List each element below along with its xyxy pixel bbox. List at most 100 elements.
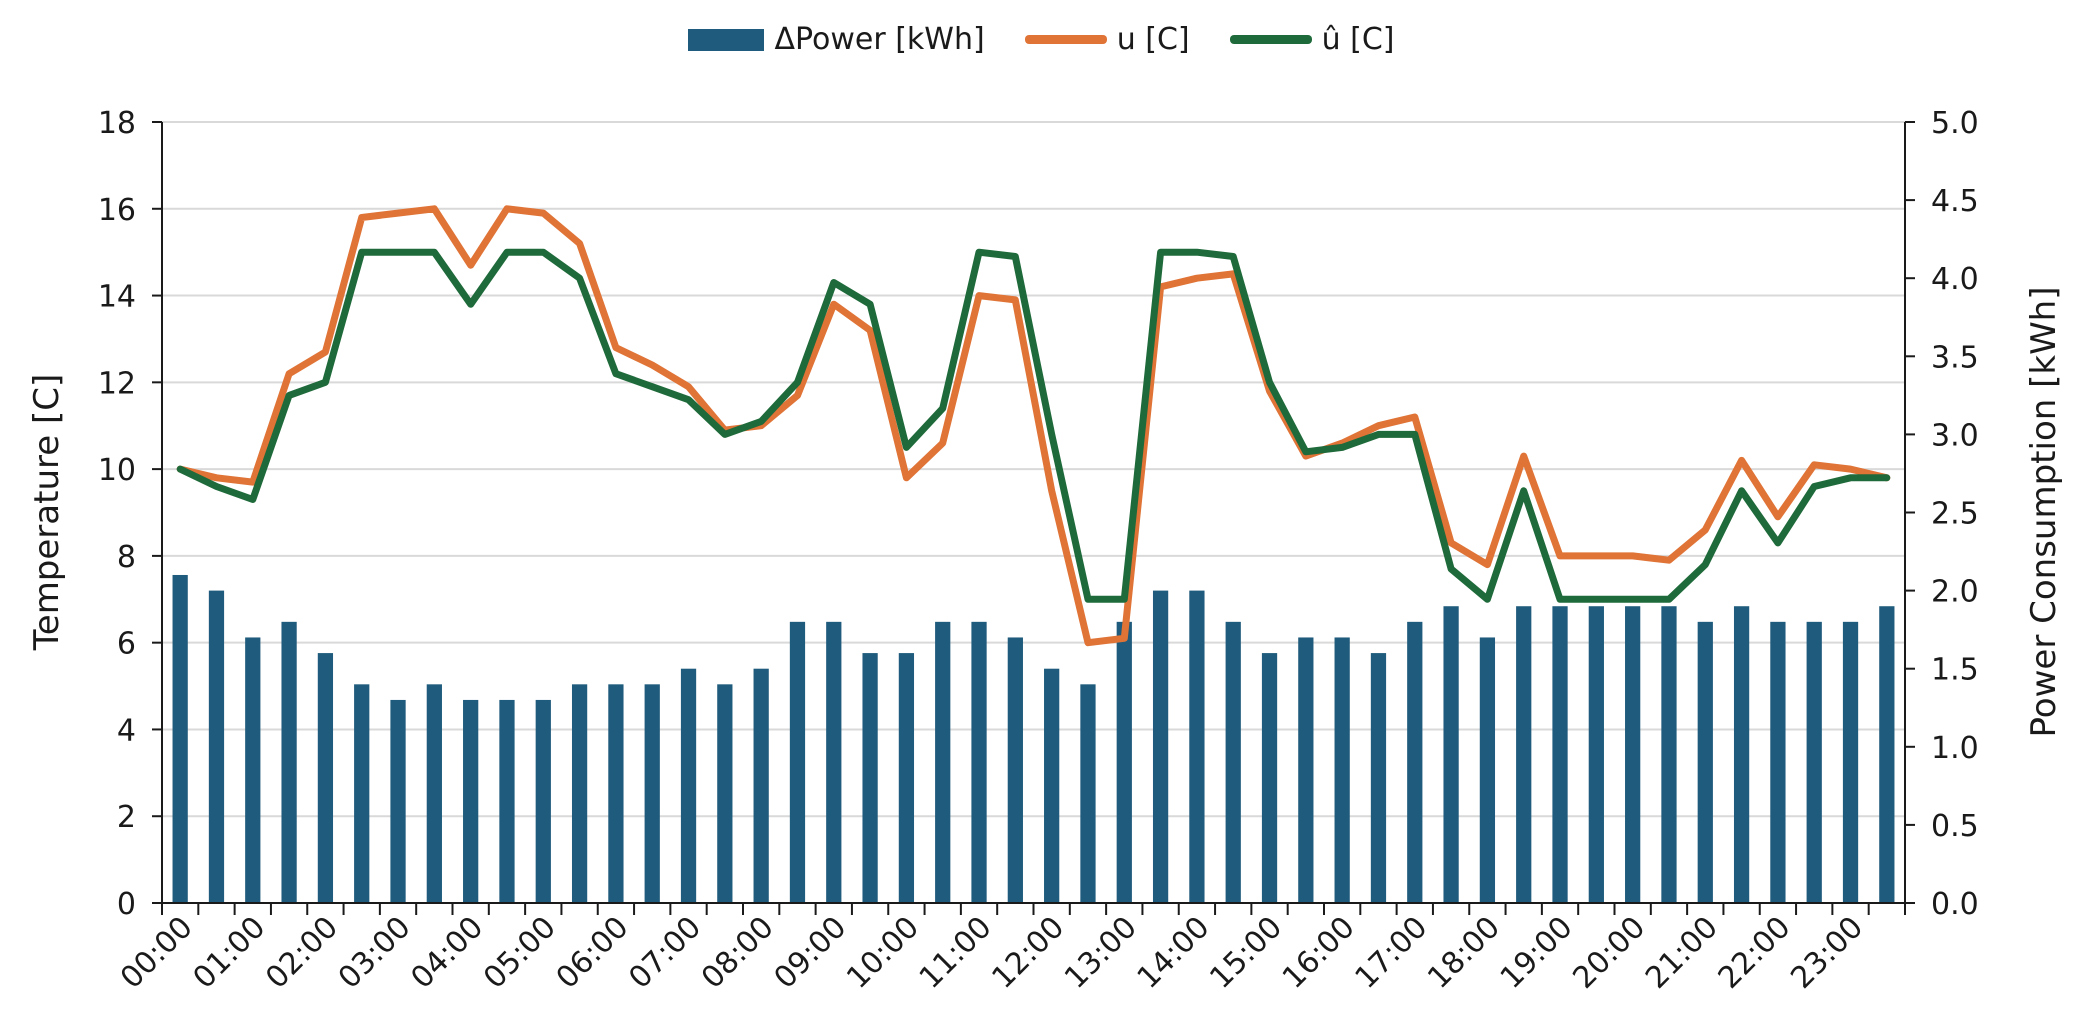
legend: ΔPower [kWh] u [C] û [C]	[0, 22, 2083, 57]
x-tick-label: 21:00	[1639, 910, 1725, 996]
power-bar	[535, 699, 551, 903]
power-bar	[463, 699, 479, 903]
power-bar	[1044, 668, 1060, 903]
power-bar	[1225, 621, 1241, 903]
y-tick-label-right: 0.0	[1931, 887, 1979, 922]
y-tick-label-right: 2.5	[1931, 497, 1979, 532]
x-tick-label: 17:00	[1349, 910, 1435, 996]
y-tick-label-right: 4.0	[1931, 262, 1979, 297]
y-axis-label-left: Temperature [C]	[27, 374, 67, 651]
x-tick-label: 10:00	[840, 910, 926, 996]
legend-item-power: ΔPower [kWh]	[688, 22, 985, 57]
x-tick-label: 02:00	[259, 910, 345, 996]
x-tick-label: 05:00	[477, 910, 563, 996]
y-tick-label-left: 6	[117, 627, 136, 662]
y-tick-label-left: 16	[98, 193, 136, 228]
power-bar	[426, 684, 442, 903]
y-tick-label-left: 18	[98, 106, 136, 141]
power-bar	[971, 621, 987, 903]
y-tick-label-left: 2	[117, 800, 136, 835]
power-bar	[1806, 621, 1822, 903]
y-tick-label-right: 1.0	[1931, 731, 1979, 766]
power-bar	[317, 653, 334, 903]
x-tick-label: 04:00	[404, 910, 490, 996]
y-tick-label-left: 8	[117, 540, 136, 575]
power-bar	[1625, 606, 1641, 903]
power-bar	[1370, 653, 1387, 903]
x-tick-label: 12:00	[985, 910, 1071, 996]
power-bar	[281, 621, 297, 903]
power-bar	[1007, 637, 1023, 903]
power-bar	[1733, 606, 1750, 903]
x-tick-label: 14:00	[1131, 910, 1217, 996]
power-bar	[1479, 637, 1496, 903]
axes: 0 2 4 6 8 10 12 14 16 18 0.0 0.5 1.0 1.5 2.0 2.5 3.0 3.5 4…	[98, 106, 1979, 996]
y-tick-label-right: 0.5	[1931, 809, 1979, 844]
x-tick-label: 15:00	[1203, 910, 1289, 996]
y-tick-label-left: 10	[98, 453, 136, 488]
power-bar	[1697, 621, 1713, 903]
x-tick-label: 09:00	[768, 910, 854, 996]
power-bar	[1588, 606, 1604, 903]
power-bar	[1080, 684, 1096, 903]
power-bar	[172, 574, 188, 903]
y-tick-label-left: 0	[117, 887, 136, 922]
y-tick-label-left: 12	[98, 366, 136, 401]
power-bar	[826, 621, 842, 903]
power-bar	[608, 684, 624, 903]
x-tick-label: 16:00	[1276, 910, 1362, 996]
legend-label-power: ΔPower [kWh]	[774, 22, 985, 57]
legend-label-u: u [C]	[1116, 22, 1190, 57]
legend-item-u-hat: û [C]	[1229, 22, 1395, 57]
power-bar	[1661, 606, 1677, 903]
legend-swatch-power	[688, 28, 765, 51]
power-bar	[1189, 590, 1205, 903]
power-bar	[1552, 606, 1568, 903]
power-bar	[935, 621, 951, 903]
power-bar	[753, 668, 769, 903]
power-bar	[499, 699, 515, 903]
x-tick-label: 22:00	[1712, 910, 1798, 996]
legend-swatch-u	[1024, 35, 1107, 44]
power-bar	[1407, 621, 1423, 903]
power-bars	[172, 574, 1895, 903]
power-bar	[1842, 621, 1859, 903]
gridlines	[162, 121, 1905, 818]
power-bar	[354, 684, 370, 903]
y-tick-label-right: 3.0	[1931, 418, 1979, 453]
y-tick-label-left: 4	[117, 713, 136, 748]
power-bar	[571, 684, 588, 903]
power-bar	[898, 653, 915, 903]
y-tick-label-right: 5.0	[1931, 106, 1979, 141]
y-tick-label-right: 3.5	[1931, 340, 1979, 375]
power-bar	[1516, 606, 1532, 903]
x-tick-label: 23:00	[1784, 910, 1870, 996]
y-axis-label-right: Power Consumption [kWh]	[2024, 287, 2064, 738]
power-bar	[789, 621, 806, 903]
x-tick-label: 11:00	[913, 910, 999, 996]
power-bar	[717, 684, 733, 903]
y-tick-label-right: 4.5	[1931, 184, 1979, 219]
legend-item-u: u [C]	[1024, 22, 1190, 57]
u-line	[176, 205, 1891, 647]
legend-label-u-hat: û [C]	[1321, 22, 1395, 57]
x-tick-label: 18:00	[1421, 910, 1507, 996]
legend-swatch-u-hat	[1229, 35, 1312, 44]
power-bar	[1770, 621, 1786, 903]
power-bar	[680, 668, 697, 903]
power-bar	[1879, 606, 1895, 903]
y-tick-label-left: 14	[98, 280, 136, 315]
power-bar	[644, 684, 660, 903]
u-hat-line	[176, 248, 1891, 603]
power-bar	[1152, 590, 1169, 903]
power-bar	[208, 590, 225, 903]
temperature-lines	[176, 205, 1891, 647]
power-bar	[1334, 637, 1350, 903]
x-tick-label: 07:00	[622, 910, 708, 996]
x-tick-label: 08:00	[695, 910, 781, 996]
power-bar	[1116, 621, 1132, 903]
y-tick-label-right: 1.5	[1931, 653, 1979, 688]
power-bar	[1443, 606, 1459, 903]
